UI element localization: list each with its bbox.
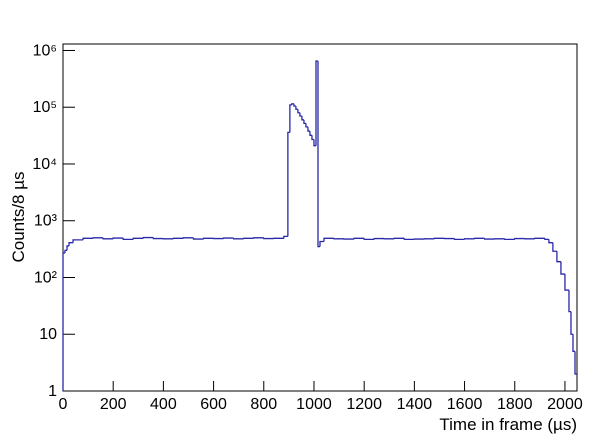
histogram-bin	[363, 238, 375, 240]
histogram-bin	[556, 251, 561, 263]
y-tick-label: 10²	[34, 269, 58, 286]
histogram-bin	[311, 135, 314, 141]
histogram-bin	[289, 104, 292, 133]
histogram-bin	[463, 238, 475, 240]
histogram-bin	[263, 237, 274, 240]
x-tick-label: 1000	[296, 396, 332, 413]
x-tick-label: 2000	[547, 396, 583, 413]
x-tick-label: 800	[250, 396, 277, 413]
x-tick-label: 0	[59, 396, 68, 413]
plot-frame	[62, 43, 578, 392]
histogram-bin	[570, 311, 573, 335]
histogram-bin	[172, 237, 184, 239]
histogram-bin	[564, 274, 569, 291]
histogram-bin	[102, 237, 114, 240]
histogram-bin	[152, 237, 164, 240]
histogram-bin	[122, 238, 134, 240]
histogram-bin	[82, 237, 94, 240]
histogram-bin	[233, 238, 244, 240]
y-axis-title: Counts/8 µs	[9, 171, 28, 262]
histogram-bin	[313, 139, 316, 147]
y-tick-label: 10	[39, 326, 57, 343]
y-tick-label: 10⁴	[32, 156, 57, 173]
histogram-bin	[305, 123, 308, 128]
x-tick-label: 1600	[447, 396, 483, 413]
histogram-bin	[202, 237, 214, 240]
y-tick-label: 10⁶	[33, 42, 57, 59]
y-tick-label: 10³	[34, 213, 58, 230]
histogram-bin	[192, 237, 204, 240]
histogram-bin	[291, 103, 294, 105]
histogram-bin	[514, 237, 525, 240]
histogram-bin	[72, 239, 84, 243]
histogram-bin	[403, 238, 415, 240]
histogram-bin	[333, 238, 345, 240]
histogram-bin	[301, 116, 304, 121]
x-tick-label: 200	[100, 396, 127, 413]
histogram-bin	[504, 238, 515, 240]
histogram-bin	[132, 237, 144, 240]
histogram-bin	[552, 242, 557, 252]
histogram-bin	[243, 237, 254, 239]
histogram-bin	[544, 238, 549, 240]
histogram-bin	[568, 290, 571, 313]
histogram-bin	[62, 252, 66, 391]
histogram-bin	[303, 119, 306, 124]
histogram-bin	[353, 237, 365, 240]
histogram-bin	[323, 237, 335, 242]
histogram-bin	[483, 238, 495, 240]
histogram-bin	[453, 238, 465, 240]
y-tick-label: 10⁵	[33, 99, 57, 116]
histogram-bin	[574, 351, 577, 375]
histogram-bin	[433, 237, 445, 239]
histogram-bin	[309, 131, 312, 136]
histogram-bin	[393, 237, 405, 239]
histogram-bin	[283, 235, 288, 239]
histogram-bin	[572, 334, 575, 352]
histogram-bin	[297, 109, 300, 114]
histogram-bin	[287, 131, 290, 237]
histogram-bin	[317, 61, 320, 248]
x-tick-label: 1200	[346, 396, 382, 413]
histogram-bin	[112, 237, 124, 239]
histogram-bin	[293, 103, 296, 107]
histogram-bin	[66, 245, 70, 251]
x-axis-title: Time in frame (µs)	[439, 415, 577, 434]
y-tick-label: 1	[48, 383, 57, 400]
histogram-bin	[142, 236, 154, 239]
x-tick-label: 1800	[497, 396, 533, 413]
histogram-bin	[307, 126, 310, 132]
x-tick-label: 400	[150, 396, 177, 413]
histogram-bin	[373, 237, 385, 240]
histogram-bin	[64, 249, 68, 254]
histogram-bin	[534, 237, 545, 239]
histogram-bin	[222, 237, 234, 239]
x-tick-label: 600	[200, 396, 227, 413]
histogram-bin	[319, 240, 325, 247]
histogram-bin	[560, 261, 565, 275]
histogram-bin	[299, 112, 302, 117]
histogram-bin	[548, 239, 553, 244]
histogram-bin	[473, 237, 485, 239]
x-tick-label: 1400	[397, 396, 433, 413]
histogram-bin	[68, 242, 74, 246]
histogram-bin	[295, 106, 298, 110]
histogram-bin	[315, 60, 318, 146]
